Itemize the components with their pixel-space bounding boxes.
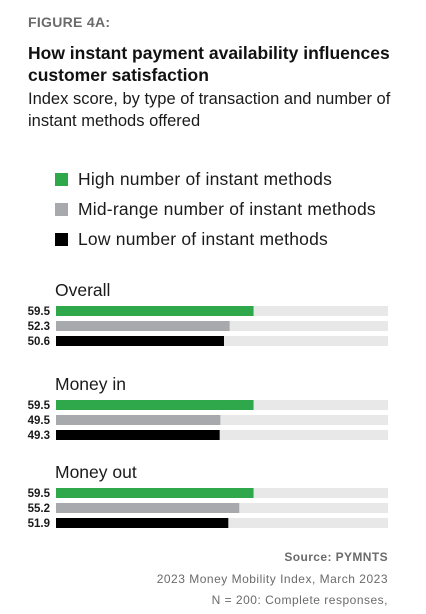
legend-item-low: Low number of instant methods — [55, 224, 376, 254]
value-label: 55.2 — [28, 503, 50, 515]
legend-item-high: High number of instant methods — [55, 164, 376, 194]
bar-overall-1 — [56, 321, 230, 331]
legend-swatch-high — [55, 172, 68, 186]
legend: High number of instant methods Mid-range… — [55, 164, 376, 254]
legend-item-mid: Mid-range number of instant methods — [55, 194, 376, 224]
legend-label-mid: Mid-range number of instant methods — [78, 198, 376, 219]
bar-chart: Overall 59.5 52.3 50.6 Money in 59.5 49.5 49.3 M… — [28, 280, 388, 530]
value-label: 49.3 — [28, 430, 50, 442]
value-label: 49.5 — [28, 415, 51, 427]
group-label-money-in: Money in — [55, 374, 126, 394]
chart-title: How instant payment availability influen… — [28, 43, 390, 85]
bar-track — [56, 430, 388, 440]
value-label: 59.5 — [28, 488, 51, 500]
value-label: 50.6 — [28, 336, 50, 348]
bar-money-out-1 — [56, 503, 240, 513]
source-block: Source: PYMNTS 2023 Money Mobility Index… — [157, 548, 388, 612]
value-label: 59.5 — [28, 306, 51, 318]
value-label: 52.3 — [28, 321, 50, 333]
bar-money-out-2 — [56, 518, 229, 528]
group-label-overall: Overall — [55, 280, 110, 300]
legend-swatch-low — [55, 232, 68, 246]
bar-overall-2 — [56, 336, 224, 346]
source-title: Source: PYMNTS — [284, 550, 388, 564]
bar-money-in-0 — [56, 400, 254, 410]
bar-money-in-2 — [56, 430, 220, 440]
bar-track — [56, 415, 388, 425]
source-line-2: N = 200: Complete responses, — [211, 593, 388, 607]
legend-label-low: Low number of instant methods — [78, 228, 328, 249]
bar-money-out-0 — [56, 488, 254, 498]
bar-overall-0 — [56, 306, 254, 316]
chart-subtitle: Index score, by type of transaction and … — [28, 90, 391, 130]
group-label-money-out: Money out — [55, 462, 137, 482]
legend-label-high: High number of instant methods — [78, 168, 333, 189]
value-label: 51.9 — [28, 518, 50, 530]
bar-money-in-1 — [56, 415, 221, 425]
value-label: 59.5 — [28, 400, 51, 412]
figure-label: FIGURE 4A: — [28, 14, 111, 30]
legend-swatch-mid — [55, 202, 68, 216]
source-line-1: 2023 Money Mobility Index, March 2023 — [156, 572, 388, 586]
